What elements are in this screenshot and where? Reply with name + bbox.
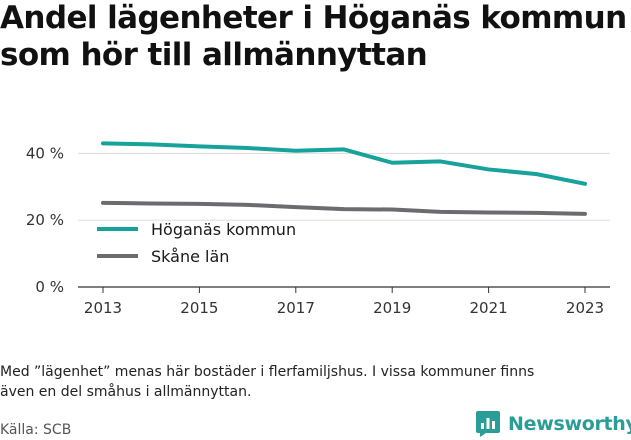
footnote-line-1: Med ”lägenhet” menas här bostäder i fler…: [0, 364, 535, 380]
chart-title-line-2: som hör till allmännyttan: [0, 37, 428, 73]
x-axis-ticks: 2013 2015 2017 2019 2021 2023: [84, 287, 604, 317]
bar-chart-speech-bubble-icon: [476, 411, 500, 437]
chart-title: Andel lägenheter i Höganäs kommun som hö…: [0, 0, 631, 74]
y-tick-label: 40 %: [26, 144, 64, 162]
brand-name: Newsworthy: [508, 413, 631, 435]
y-tick-label: 0 %: [35, 278, 64, 296]
y-tick-label: 20 %: [26, 211, 64, 229]
line-chart: 0 % 20 % 40 % 2013 2015 2017 2019 2021 2023 Hög…: [26, 141, 610, 317]
source-label: Källa: SCB: [0, 422, 72, 438]
x-tick-label: 2017: [277, 299, 315, 317]
data-series: [101, 141, 587, 216]
series-line: [101, 141, 587, 186]
footnote-line-2: även en del småhus i allmännyttan.: [0, 384, 252, 400]
chart-title-line-1: Andel lägenheter i Höganäs kommun: [0, 0, 627, 36]
x-tick-label: 2021: [470, 299, 508, 317]
series-line: [101, 200, 587, 216]
y-axis-ticks: 0 % 20 % 40 %: [26, 144, 64, 296]
x-tick-label: 2023: [566, 299, 604, 317]
x-tick-label: 2015: [180, 299, 218, 317]
legend-label: Skåne län: [151, 247, 229, 266]
legend-label: Höganäs kommun: [151, 220, 296, 239]
x-tick-label: 2019: [373, 299, 411, 317]
legend: Höganäs kommun Skåne län: [97, 220, 296, 266]
x-tick-label: 2013: [84, 299, 122, 317]
footnote: Med ”lägenhet” menas här bostäder i fler…: [0, 362, 625, 402]
gridlines: [78, 152, 610, 288]
brand-logo[interactable]: Newsworthy: [475, 408, 631, 440]
